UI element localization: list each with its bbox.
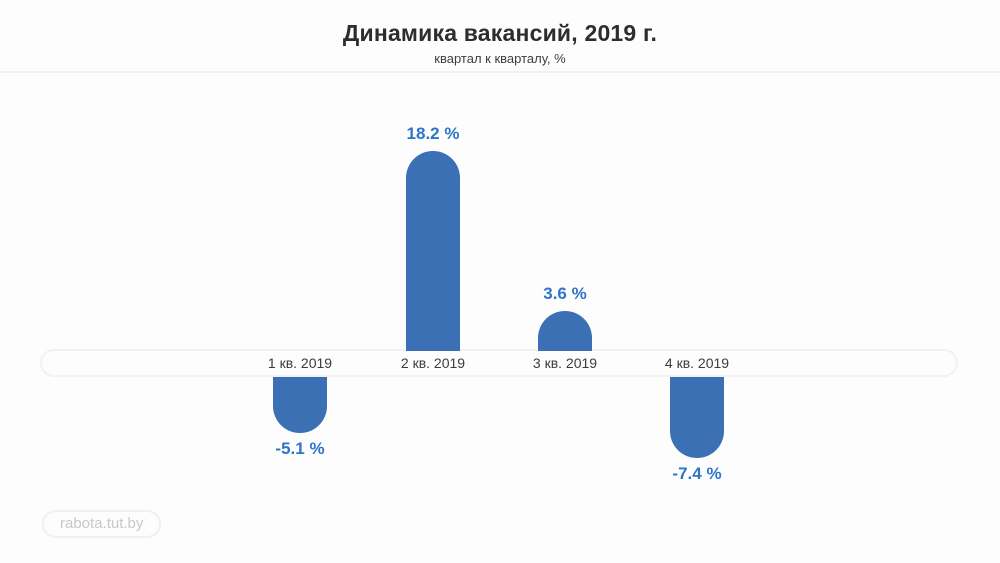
category-label: 1 кв. 2019 xyxy=(267,355,333,371)
chart-header: Динамика вакансий, 2019 г. квартал к ква… xyxy=(0,0,1000,66)
header-divider xyxy=(0,71,1000,73)
chart-bar xyxy=(273,377,327,433)
chart-bar xyxy=(538,311,592,351)
bar-value-label: -7.4 % xyxy=(672,464,722,483)
category-label: 3 кв. 2019 xyxy=(532,355,598,371)
source-badge: rabota.tut.by xyxy=(42,510,162,538)
chart-bar xyxy=(406,151,460,351)
chart-bar xyxy=(670,377,724,458)
bar-value-label: 3.6 % xyxy=(543,284,587,303)
chart-subtitle: квартал к кварталу, % xyxy=(434,51,566,66)
category-label: 4 кв. 2019 xyxy=(664,355,730,371)
category-label: 2 кв. 2019 xyxy=(400,355,466,371)
bar-value-label: -5.1 % xyxy=(275,439,325,458)
bar-value-label: 18.2 % xyxy=(406,124,460,143)
x-axis-band xyxy=(40,349,958,377)
chart-title: Динамика вакансий, 2019 г. xyxy=(342,20,658,46)
